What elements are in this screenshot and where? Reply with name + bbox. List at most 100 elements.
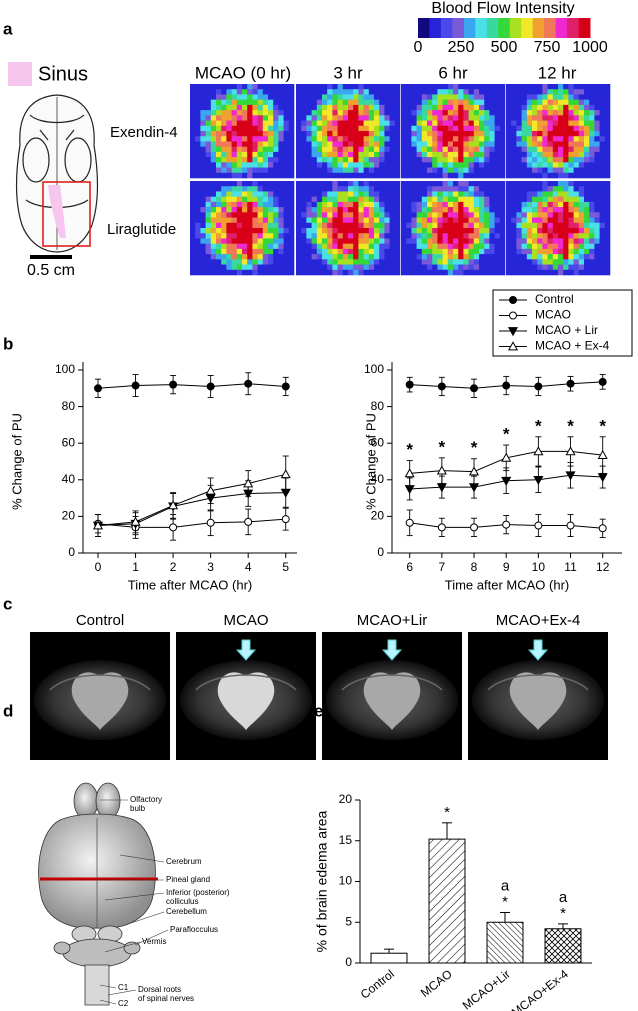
heatmap-pixel <box>516 104 522 111</box>
heatmap-pixel <box>363 222 370 229</box>
heatmap-pixel <box>337 243 344 250</box>
heatmap-pixel <box>288 151 295 158</box>
heatmap-pixel <box>568 264 574 271</box>
heatmap-pixel <box>231 136 238 142</box>
heatmap-pixel <box>547 120 554 127</box>
scale-bar-label: 0.5 cm <box>27 262 75 279</box>
heatmap-pixel <box>337 248 344 255</box>
heatmap-pixel <box>322 207 328 213</box>
heatmap-pixel <box>552 162 559 168</box>
heatmap-pixel <box>568 89 574 95</box>
heatmap-pixel <box>288 186 295 192</box>
heatmap-pixel <box>226 141 232 147</box>
heatmap-pixel <box>374 141 380 147</box>
heatmap-pixel <box>379 201 385 208</box>
heatmap-pixel <box>499 162 506 168</box>
heatmap-pixel <box>288 228 295 234</box>
heatmap-pixel <box>301 212 307 218</box>
heatmap-pixel <box>216 248 222 255</box>
marker <box>437 523 446 532</box>
heatmap-pixel <box>311 115 318 121</box>
heatmap-pixel <box>594 141 600 147</box>
heatmap-pixel <box>368 254 375 260</box>
heatmap-pixel <box>332 136 338 142</box>
heatmap-pixel <box>348 181 354 187</box>
heatmap-pixel <box>421 264 428 271</box>
heatmap-pixel <box>406 248 412 255</box>
heatmap-pixel <box>221 110 227 116</box>
y-tick-label: 20 <box>339 792 353 806</box>
heatmap-pixel <box>552 110 559 116</box>
heatmap-pixel <box>247 233 253 239</box>
marker <box>244 517 253 526</box>
heatmap-pixel <box>210 269 217 276</box>
heatmap-pixel <box>484 94 490 100</box>
heatmap-pixel <box>542 217 548 224</box>
heatmap-pixel <box>301 104 307 111</box>
heatmap-pixel <box>401 162 407 168</box>
heatmap-pixel <box>247 212 253 218</box>
heatmap-pixel <box>458 162 464 168</box>
heatmap-pixel <box>552 84 559 90</box>
heatmap-pixel <box>252 141 258 147</box>
heatmap-pixel <box>463 120 469 127</box>
heatmap-pixel <box>489 264 495 271</box>
heatmap-pixel <box>332 141 338 147</box>
heatmap-pixel <box>363 269 370 276</box>
heatmap-pixel <box>316 248 323 255</box>
heatmap-pixel <box>296 146 302 153</box>
heatmap-pixel <box>568 167 574 174</box>
heatmap-pixel <box>236 191 243 197</box>
heatmap-pixel <box>578 201 585 208</box>
heatmap-pixel <box>363 167 370 174</box>
heatmap-pixel <box>252 172 258 179</box>
heatmap-pixel <box>316 141 323 147</box>
heatmap-pixel <box>278 207 284 213</box>
marker <box>437 382 446 391</box>
heatmap-pixel <box>257 181 264 187</box>
heatmap-pixel <box>327 131 333 137</box>
heatmap-pixel <box>584 110 590 116</box>
heatmap-pixel <box>401 110 407 116</box>
heatmap-pixel <box>532 89 538 95</box>
heatmap-pixel <box>221 191 227 197</box>
heatmap-pixel <box>526 196 533 203</box>
x-tick-label: 11 <box>564 560 577 574</box>
heatmap-pixel <box>473 157 480 163</box>
heatmap-pixel <box>296 141 302 147</box>
heatmap-pixel <box>542 136 548 142</box>
heatmap-pixel <box>311 167 318 174</box>
heatmap-pixel <box>216 157 222 163</box>
heatmap-pixel <box>421 125 428 132</box>
heatmap-pixel <box>406 181 412 187</box>
heatmap-pixel <box>374 264 380 271</box>
heatmap-pixel <box>306 217 312 224</box>
heatmap-pixel <box>468 167 475 174</box>
heatmap-pixel <box>257 99 264 106</box>
heatmap-pixel <box>578 243 585 250</box>
heatmap-pixel <box>604 181 611 187</box>
marker <box>509 311 517 320</box>
heatmap-pixel <box>521 157 528 163</box>
heatmap-pixel <box>416 222 423 229</box>
brain-label: Dorsal roots <box>138 985 181 994</box>
heatmap-pixel <box>247 248 253 255</box>
heatmap-pixel <box>332 104 338 111</box>
heatmap-pixel <box>437 243 443 250</box>
heatmap-pixel <box>484 141 490 147</box>
heatmap-pixel <box>437 217 443 224</box>
heatmap-pixel <box>427 136 433 142</box>
heatmap-pixel <box>563 99 569 106</box>
heatmap-pixel <box>368 243 375 250</box>
heatmap-pixel <box>447 104 454 111</box>
heatmap-pixel <box>231 248 238 255</box>
heatmap-pixel <box>479 125 485 132</box>
x-tick-label: 10 <box>532 560 546 574</box>
heatmap-pixel <box>484 89 490 95</box>
heatmap-pixel <box>190 207 196 213</box>
heatmap-pixel <box>247 84 253 90</box>
heatmap-pixel <box>537 248 543 255</box>
heatmap-pixel <box>332 186 338 192</box>
heatmap-pixel <box>401 146 407 153</box>
heatmap-pixel <box>374 243 380 250</box>
